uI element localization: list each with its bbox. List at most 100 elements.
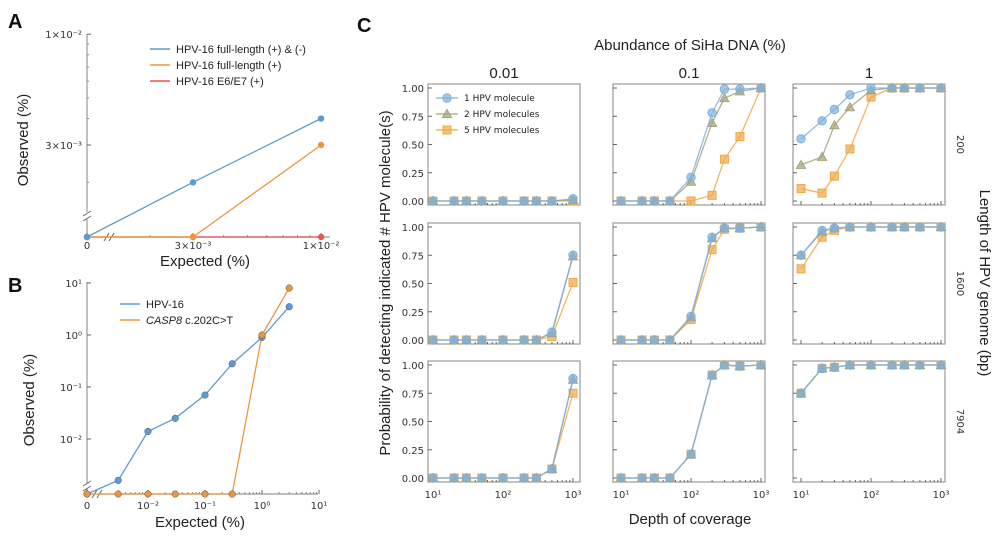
data-point — [83, 233, 91, 241]
circle-marker — [686, 311, 696, 321]
circle-marker — [637, 335, 647, 345]
panel-c-ylabel: Probability of detecting indicated # HPV… — [377, 110, 394, 455]
circle-marker — [498, 473, 508, 483]
panel-a-letter: A — [8, 11, 22, 33]
y-tick-label: 0.25 — [402, 308, 424, 319]
circle-marker — [936, 360, 946, 370]
row-label: 200 — [954, 135, 965, 154]
data-point — [228, 360, 236, 368]
triangle-marker — [829, 119, 840, 130]
square-marker — [817, 188, 827, 198]
y-tick-label: 0.25 — [402, 169, 424, 180]
square-marker — [707, 190, 717, 200]
circle-marker — [845, 222, 855, 232]
x-tick-label: 10⁻¹ — [194, 501, 216, 512]
x-tick-label: 10² — [863, 490, 880, 501]
circle-marker — [719, 223, 730, 233]
circle-marker — [707, 370, 717, 380]
data-point — [258, 331, 266, 339]
y-tick-label: 10¹ — [65, 279, 82, 290]
panel-c-right-label: Length of HPV genome (bp) — [976, 190, 993, 377]
x-tick-label: 10¹ — [311, 501, 328, 512]
circle-marker — [686, 449, 696, 459]
square-marker — [707, 245, 717, 255]
square-marker — [796, 264, 806, 274]
x-tick-label: 3×10⁻³ — [175, 241, 212, 252]
y-tick-label: 1.00 — [402, 223, 424, 234]
circle-marker — [428, 196, 438, 206]
row-label: 1600 — [954, 271, 965, 296]
circle-marker — [887, 222, 897, 232]
circle-marker — [735, 361, 745, 371]
legend-label: HPV-16 E6/E7 (+) — [176, 76, 264, 88]
y-tick-label: 0.75 — [402, 389, 424, 400]
circle-marker — [845, 90, 855, 100]
series-line — [621, 364, 762, 479]
circle-marker — [707, 108, 717, 118]
circle-marker — [829, 362, 840, 372]
x-tick-label: 10¹ — [613, 490, 630, 501]
circle-marker — [449, 196, 459, 206]
circle-marker — [519, 335, 529, 345]
x-tick-label: 10³ — [565, 490, 582, 501]
circle-marker — [796, 250, 806, 260]
circle-marker — [719, 360, 730, 370]
data-point — [83, 490, 91, 498]
circle-marker — [477, 335, 487, 345]
circle-marker — [899, 222, 910, 232]
circle-marker — [477, 473, 487, 483]
circle-marker — [531, 335, 542, 345]
circle-marker — [686, 172, 696, 182]
subplot-frame — [792, 360, 946, 483]
panel-c-letter: C — [357, 15, 371, 37]
data-point — [201, 490, 209, 498]
circle-marker — [637, 473, 647, 483]
axis-break-marks — [82, 210, 115, 242]
circle-marker — [707, 232, 717, 242]
x-tick-label: 0 — [84, 241, 90, 252]
circle-marker — [568, 373, 578, 384]
y-tick-label: 0.50 — [402, 280, 424, 291]
subplot-1600-0.1 — [612, 221, 767, 345]
legend-label-italic: CASP8 — [146, 315, 183, 327]
circle-marker — [796, 134, 806, 144]
square-marker — [735, 132, 745, 142]
circle-marker — [547, 327, 557, 337]
subplot-7904-0.1: 10¹ 10² 10³ — [612, 359, 770, 501]
square-marker — [796, 184, 806, 194]
subplot-frame — [612, 360, 766, 483]
circle-marker — [915, 222, 925, 232]
circle-marker — [547, 464, 557, 474]
circle-marker — [461, 473, 472, 483]
y-tick-label: 0.00 — [402, 197, 424, 208]
circle-marker — [616, 473, 626, 483]
series-line — [621, 364, 762, 479]
series-line — [87, 144, 322, 238]
circle-marker — [568, 250, 578, 260]
panel-c-plot: 0.01 0.1 1200160079040.000.250.500.751.000… — [402, 65, 965, 501]
subplot-frame — [612, 222, 766, 345]
data-point — [114, 490, 122, 498]
subplot-frame — [792, 222, 946, 345]
circle-marker — [665, 196, 675, 206]
x-tick-label: 10³ — [753, 490, 770, 501]
y-tick-label: 1×10⁻² — [45, 30, 82, 41]
circle-marker — [616, 196, 626, 206]
legend-label: 1 HPV molecule — [464, 94, 535, 104]
circle-marker — [428, 473, 438, 483]
column-label: 1 — [865, 65, 873, 82]
series-line — [433, 378, 574, 479]
x-tick-label: 10² — [683, 490, 700, 501]
circle-marker — [936, 83, 946, 93]
data-point — [201, 391, 209, 399]
data-point — [189, 179, 197, 186]
x-tick-label: 10⁻² — [137, 501, 159, 512]
y-tick-label: 10⁻¹ — [60, 383, 82, 394]
circle-marker — [547, 196, 557, 206]
subplot-frame — [427, 222, 581, 345]
square-marker — [568, 277, 578, 287]
subplot-1600-0.01: 0.00 0.25 0.50 0.75 1.00 — [402, 222, 581, 347]
x-tick-label: 10⁰ — [254, 501, 271, 512]
panel-a-plot: 1×10⁻² 3×10⁻³ 0 3×10⁻³ 1×10⁻² HPV-16 full-len… — [45, 30, 339, 252]
circle-marker — [649, 196, 660, 206]
